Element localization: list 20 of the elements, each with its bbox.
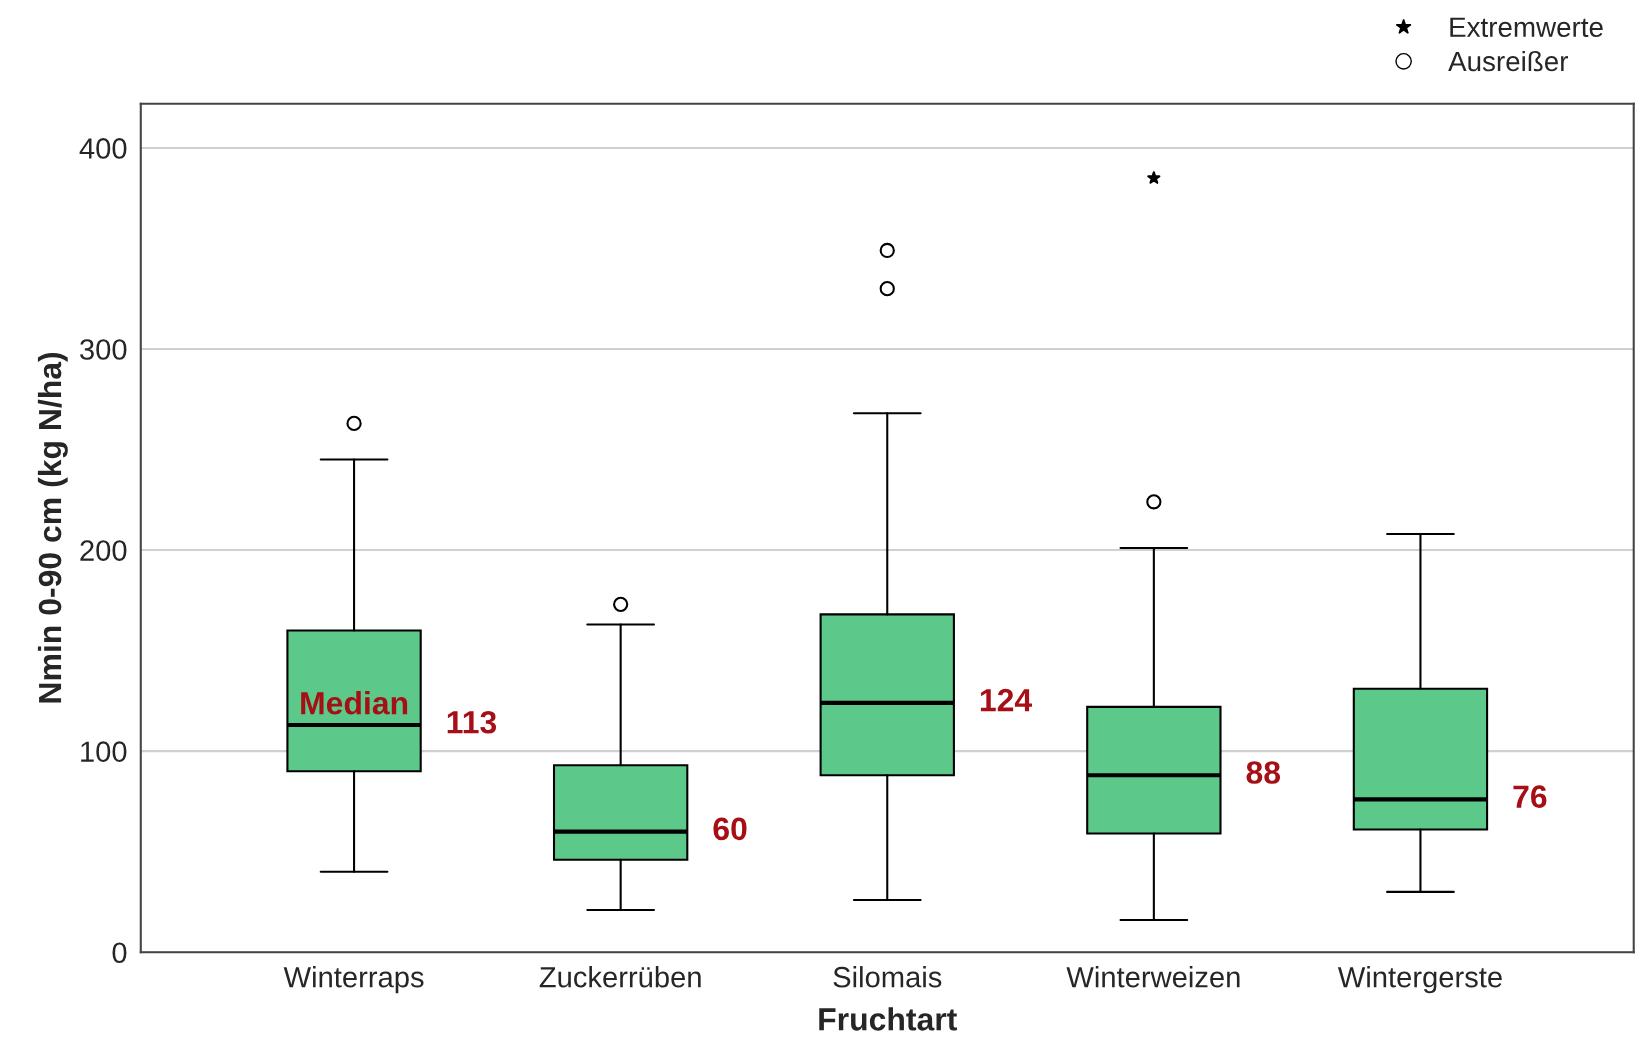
y-tick-label: 400 bbox=[79, 138, 127, 159]
legend-label: Extremwerte bbox=[1450, 17, 1603, 38]
x-axis-title: Fruchtart bbox=[819, 1007, 957, 1031]
x-tick-label: Zuckerrüben bbox=[539, 966, 701, 988]
y-tick-label: 100 bbox=[81, 741, 127, 762]
x-tick-label: Winterweizen bbox=[1066, 966, 1240, 988]
y-axis-title: Nmin 0-90 cm (kg N/ha) bbox=[37, 352, 68, 703]
x-tick-label: Winterraps bbox=[283, 966, 424, 994]
annotation: 88 bbox=[1246, 761, 1281, 784]
annotation: Median bbox=[301, 691, 408, 715]
x-tick-label: Wintergerste bbox=[1337, 966, 1502, 994]
annotation: 124 bbox=[980, 688, 1033, 712]
legend-label: Ausreißer bbox=[1448, 50, 1569, 72]
y-tick-label: 0 bbox=[112, 942, 127, 964]
y-tick-label: 300 bbox=[80, 339, 127, 360]
annotation: 76 bbox=[1513, 785, 1547, 808]
annotation: 60 bbox=[713, 817, 747, 841]
annotation: 113 bbox=[447, 710, 497, 734]
y-tick-label: 200 bbox=[80, 540, 127, 561]
x-tick-label: Silomais bbox=[833, 966, 942, 988]
